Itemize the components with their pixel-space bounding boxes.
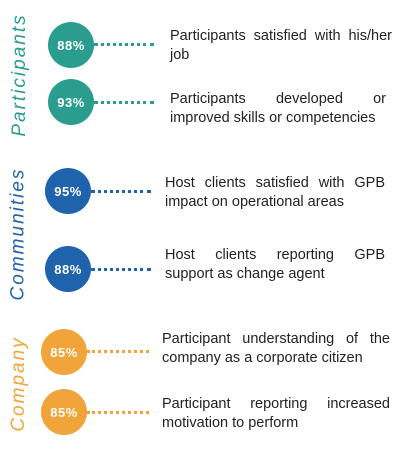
metric-description: Host clients satisfied with GPB impact o…	[165, 175, 385, 210]
metric-description: Participant understanding of the company…	[162, 331, 390, 366]
communities-section-label: Communities	[7, 167, 29, 301]
dotted-connector	[87, 411, 149, 414]
participants-section-label: Participants	[9, 13, 30, 137]
percentage-badge: 88%	[45, 246, 91, 292]
percentage-badge: 85%	[41, 329, 87, 375]
dotted-connector	[94, 43, 154, 46]
metric-description: Host clients reporting GPB support as ch…	[165, 247, 385, 282]
dotted-connector	[91, 268, 151, 271]
percentage-badge: 95%	[45, 168, 91, 214]
metric-description: Participant reporting increased motivati…	[162, 396, 390, 431]
metric-description: Participants satisfied with his/her job	[170, 28, 392, 63]
dotted-connector	[87, 350, 149, 353]
percentage-badge: 93%	[48, 79, 94, 125]
metric-description: Participants developed or improved skill…	[170, 91, 386, 126]
percentage-badge: 88%	[48, 22, 94, 68]
dotted-connector	[91, 190, 151, 193]
percentage-badge: 85%	[41, 389, 87, 435]
dotted-connector	[94, 101, 154, 104]
company-section-label: Company	[8, 336, 29, 432]
